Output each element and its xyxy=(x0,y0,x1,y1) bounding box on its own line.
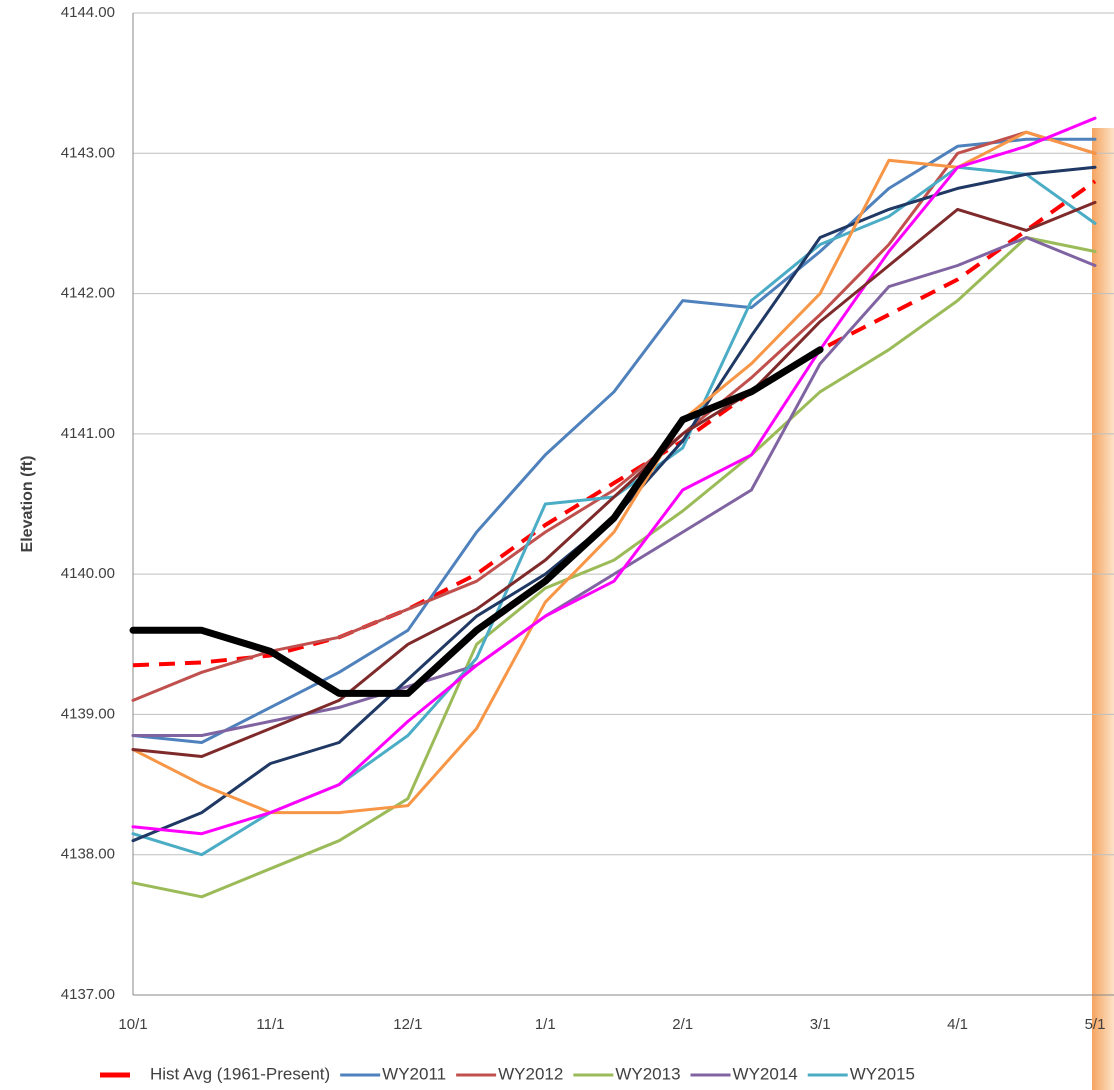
y-tick-label: 4141.00 xyxy=(61,425,115,442)
x-tick-label: 10/1 xyxy=(118,1016,147,1033)
legend-label: WY2013 xyxy=(615,1064,680,1083)
series-line xyxy=(129,346,824,697)
series-line xyxy=(131,165,1097,857)
series-line xyxy=(131,236,1097,737)
x-tick-label: 5/1 xyxy=(1085,1016,1106,1033)
y-tick-label: 4142.00 xyxy=(61,285,115,302)
series-line xyxy=(131,130,1097,815)
series-line xyxy=(131,200,1097,758)
y-tick-label: 4137.00 xyxy=(61,986,115,1003)
series-line xyxy=(131,137,1097,744)
x-tick-label: 2/1 xyxy=(672,1016,693,1033)
legend-label: WY2014 xyxy=(733,1064,798,1083)
legend-label: WY2012 xyxy=(498,1064,563,1083)
x-tick-label: 4/1 xyxy=(947,1016,968,1033)
series-line xyxy=(131,236,1097,899)
y-tick-label: 4139.00 xyxy=(61,705,115,722)
y-tick-label: 4144.00 xyxy=(61,4,115,21)
x-tick-label: 1/1 xyxy=(535,1016,556,1033)
x-tick-label: 11/1 xyxy=(256,1016,284,1033)
y-tick-label: 4143.00 xyxy=(61,144,115,161)
series-line xyxy=(132,179,1097,668)
legend-label: WY2011 xyxy=(382,1064,446,1083)
series-line xyxy=(131,130,1097,702)
y-tick-label: 4140.00 xyxy=(61,565,115,582)
series-line xyxy=(131,116,1097,836)
y-axis-label: Elevation (ft) xyxy=(19,456,36,553)
x-tick-label: 12/1 xyxy=(393,1016,422,1033)
edge-strip xyxy=(1092,128,1114,1090)
legend-label: Hist Avg (1961-Present) xyxy=(150,1064,330,1083)
x-tick-label: 3/1 xyxy=(810,1016,831,1033)
y-tick-label: 4138.00 xyxy=(61,846,115,863)
legend-label: WY2015 xyxy=(850,1064,915,1083)
